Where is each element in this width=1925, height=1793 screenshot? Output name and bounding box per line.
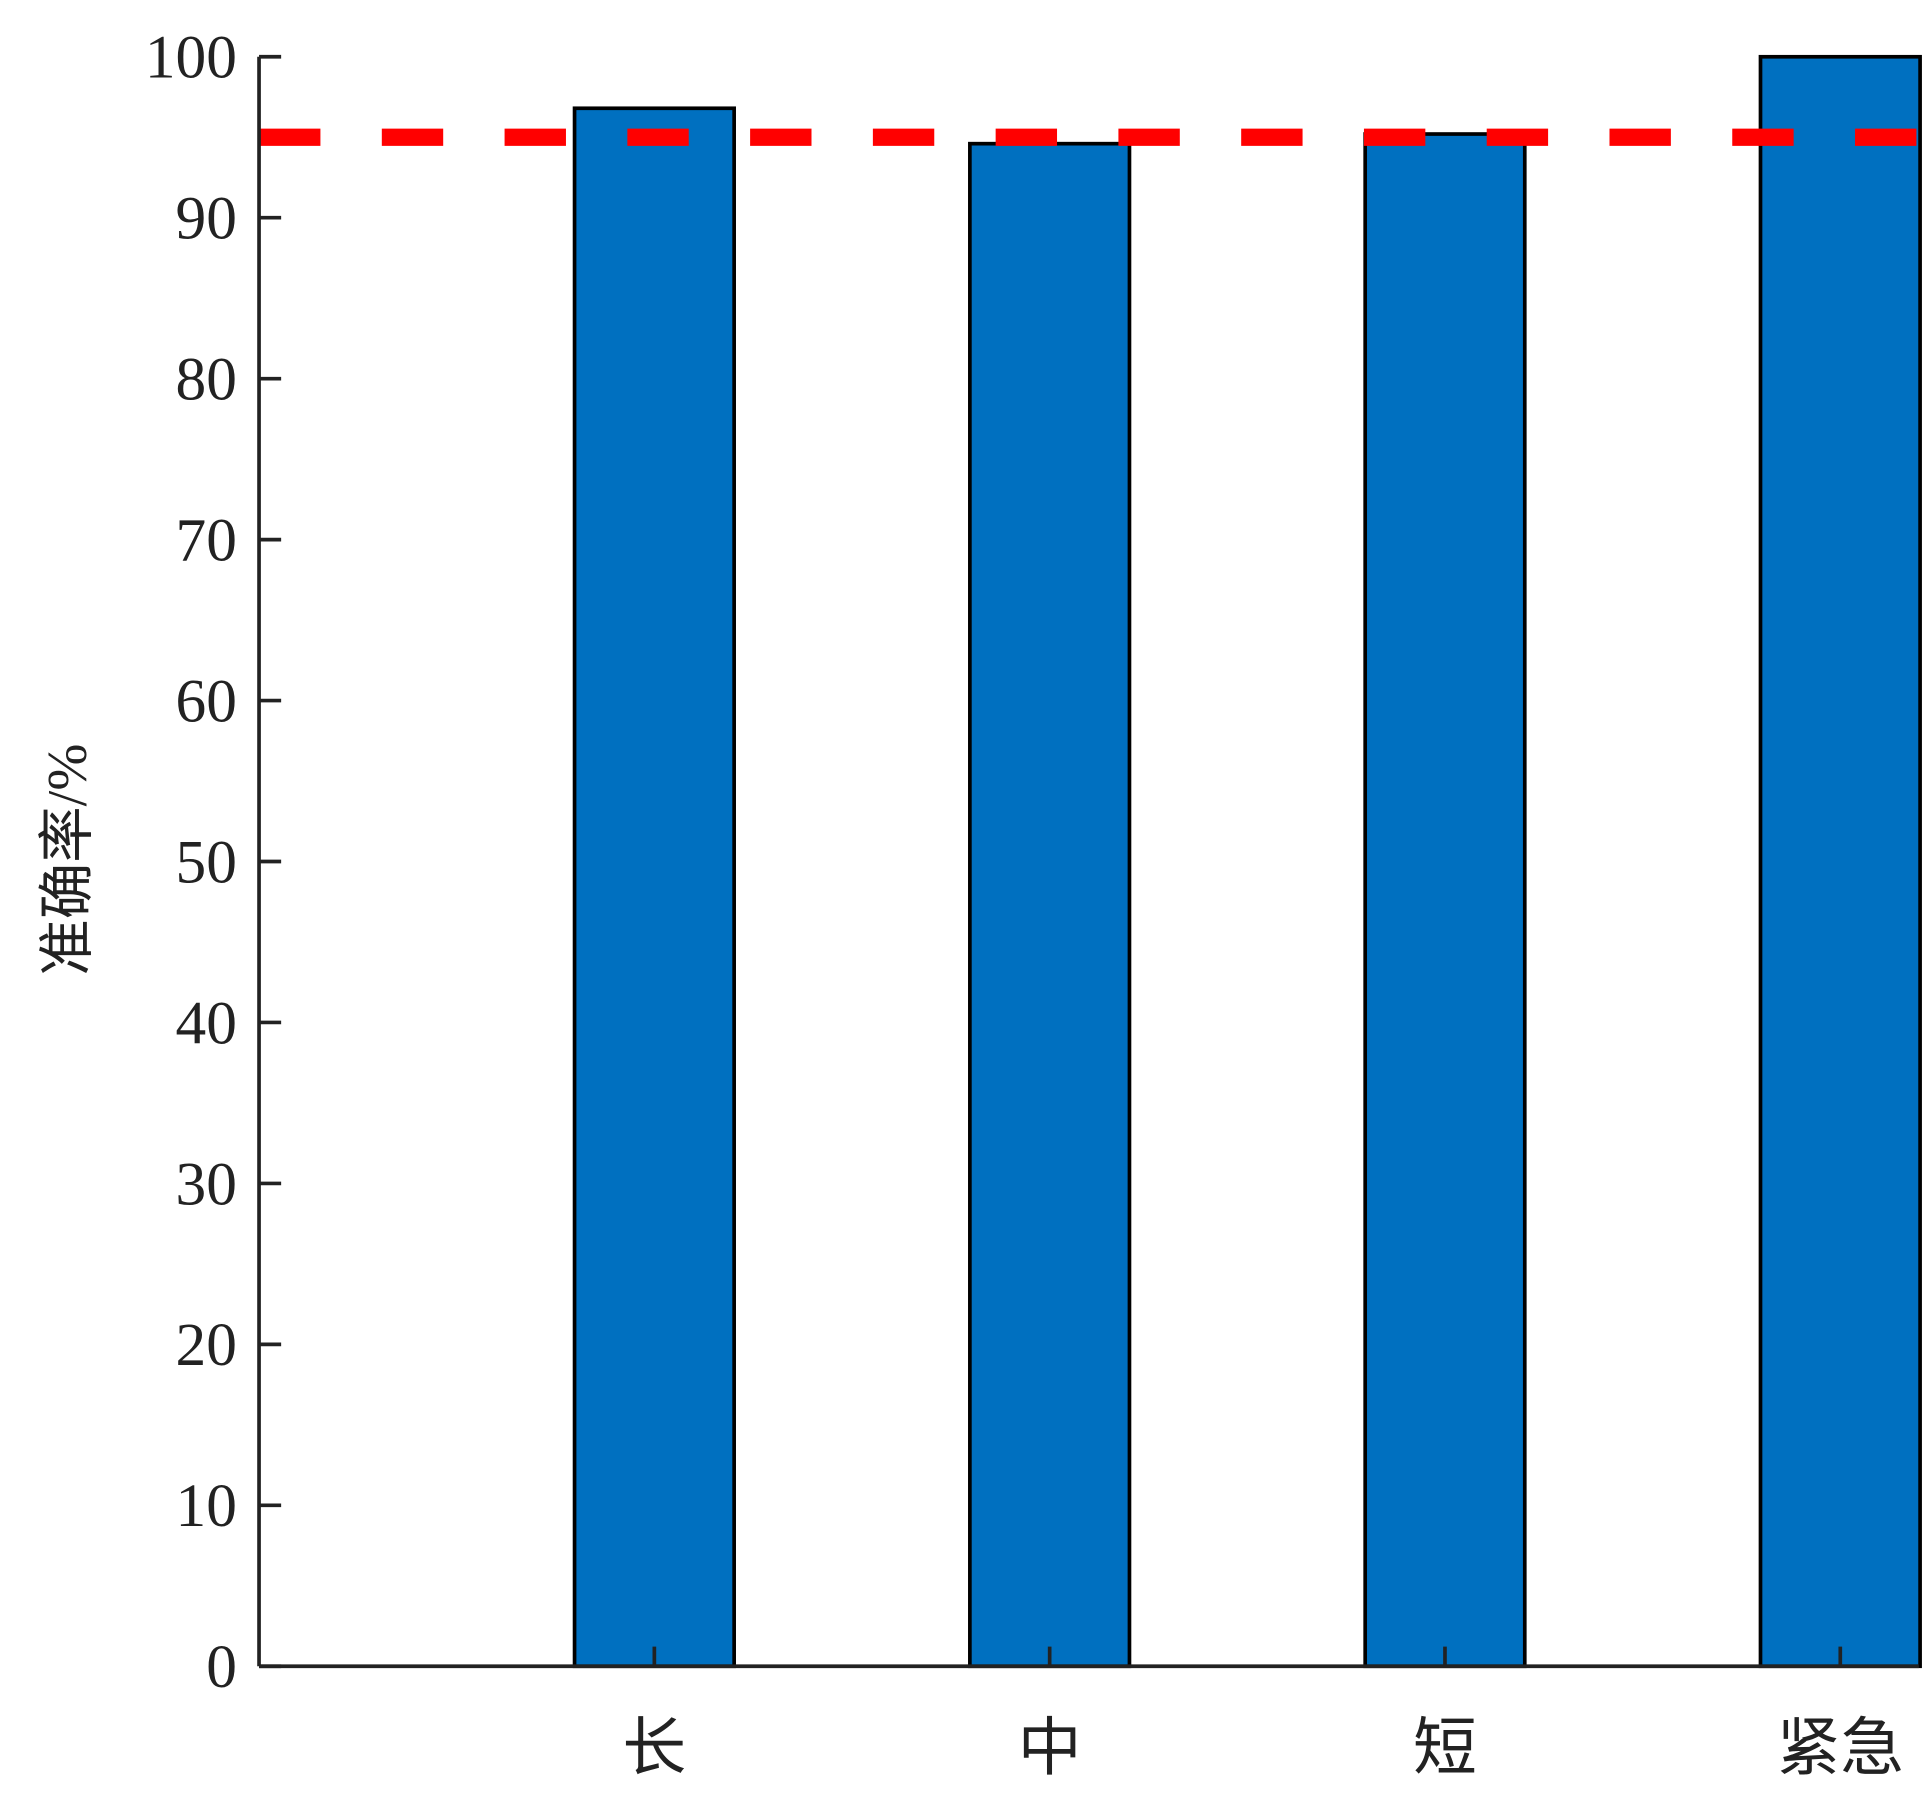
y-axis-label: 准确率/% [37, 744, 99, 976]
x-tick-label: 长 [622, 1712, 686, 1783]
x-tick-label: 短 [1413, 1712, 1477, 1783]
y-tick-label: 100 [145, 24, 237, 92]
y-tick-label: 20 [176, 1311, 237, 1379]
bar-长 [572, 106, 736, 1669]
y-tick-label: 80 [176, 346, 237, 414]
y-tick-label: 40 [176, 989, 237, 1057]
x-tick-label: 中 [1018, 1712, 1082, 1783]
y-tick-label: 10 [176, 1472, 237, 1540]
y-tick-label: 70 [176, 506, 237, 574]
bar-中 [968, 141, 1132, 1669]
y-tick-label: 60 [176, 667, 237, 735]
y-tick-label: 30 [176, 1150, 237, 1218]
y-tick-label: 50 [176, 828, 237, 896]
bar-紧急 [1758, 54, 1922, 1669]
y-tick-label: 0 [206, 1633, 237, 1701]
x-tick-label: 紧急 [1776, 1712, 1904, 1783]
y-tick-label: 90 [176, 185, 237, 253]
bar-短 [1363, 132, 1527, 1669]
